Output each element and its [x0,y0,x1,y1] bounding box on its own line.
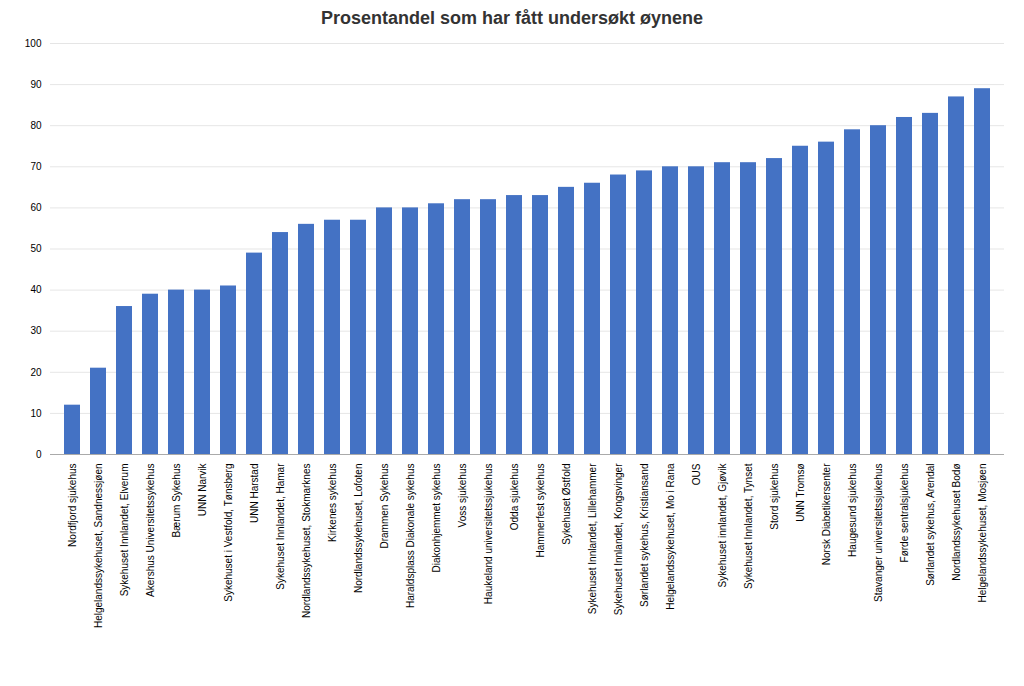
svg-text:Helgelandssykehuset, Mosjøen: Helgelandssykehuset, Mosjøen [977,464,988,603]
svg-text:Sørlandet sykehus, Arendal: Sørlandet sykehus, Arendal [925,464,936,586]
svg-text:Akershus Universitetssykehus: Akershus Universitetssykehus [145,464,156,597]
svg-text:Hammerfest sykehus: Hammerfest sykehus [535,464,546,558]
svg-text:Drammen Sykehus: Drammen Sykehus [379,464,390,549]
svg-text:Kirkenes sykehus: Kirkenes sykehus [327,464,338,542]
svg-text:Nordfjord sjukehus: Nordfjord sjukehus [67,464,78,547]
svg-text:Sykehuset Innlandet, Hamar: Sykehuset Innlandet, Hamar [275,463,286,590]
svg-text:Helgelandssykehuset, Sandnessj: Helgelandssykehuset, Sandnessjøen [93,464,104,629]
svg-text:Haugesund sjukehus: Haugesund sjukehus [847,464,858,557]
svg-text:Norsk Diabetikersenter: Norsk Diabetikersenter [821,463,832,565]
html-text:Prosentandel som har fått unde: Prosentandel som har fått undersøkt øyne… [321,8,703,28]
svg-text:Sykehuset Innlandet, Lillehamm: Sykehuset Innlandet, Lillehammer [587,463,598,614]
svg-text:Sykehuset Innlandet, Elverum: Sykehuset Innlandet, Elverum [119,464,130,597]
svg-text:Sørlandet sykehus, Kristiansan: Sørlandet sykehus, Kristiansand [639,464,650,607]
svg-text:Odda sjukehus: Odda sjukehus [509,464,520,531]
svg-text:OUS: OUS [691,463,702,485]
svg-text:Nordlandssykehuset Bodø: Nordlandssykehuset Bodø [951,464,962,581]
svg-text:UNN Narvik: UNN Narvik [197,463,208,517]
svg-text:Sykehuset Innlandet, Kongsving: Sykehuset Innlandet, Kongsvinger [613,463,624,615]
svg-text:Haukeland universitetssjukehus: Haukeland universitetssjukehus [483,464,494,605]
svg-text:90: 90 [30,79,42,90]
svg-text:Sykehuset innlandet, Gjøvik: Sykehuset innlandet, Gjøvik [717,463,728,588]
svg-text:50: 50 [30,243,42,254]
svg-text:10: 10 [30,408,42,419]
svg-text:Haraldsplass Diakonale sykehus: Haraldsplass Diakonale sykehus [405,464,416,609]
svg-text:Voss sjukehus: Voss sjukehus [457,464,468,528]
svg-text:Diakonhjemmet sykehus: Diakonhjemmet sykehus [431,464,442,573]
svg-text:40: 40 [30,284,42,295]
svg-text:0: 0 [36,449,42,460]
svg-text:Stord sjukehus: Stord sjukehus [769,464,780,530]
svg-text:80: 80 [30,120,42,131]
svg-text:70: 70 [30,161,42,172]
svg-text:Nordlandssykehuset, Lofoten: Nordlandssykehuset, Lofoten [353,464,364,594]
svg-text:UNN Harstad: UNN Harstad [249,464,260,523]
svg-text:Stavanger universitetssjukehus: Stavanger universitetssjukehus [873,464,884,602]
svg-text:UNN Tromsø: UNN Tromsø [795,464,806,522]
svg-text:100: 100 [25,38,42,49]
svg-text:Sykehuset Innlandet, Tynset: Sykehuset Innlandet, Tynset [743,463,754,589]
svg-text:Helgelandssykehuset, Mo i Rana: Helgelandssykehuset, Mo i Rana [665,463,676,610]
svg-text:60: 60 [30,202,42,213]
svg-text:20: 20 [30,367,42,378]
svg-text:Bærum Sykehus: Bærum Sykehus [171,464,182,538]
svg-text:Sykehuset Østfold: Sykehuset Østfold [561,464,572,545]
svg-text:Sykehuset i Vestfold, Tønsberg: Sykehuset i Vestfold, Tønsberg [223,464,234,602]
svg-text:30: 30 [30,325,42,336]
svg-text:Nordlandssykehuset, Stokmarkne: Nordlandssykehuset, Stokmarknes [301,464,312,619]
svg-text:Førde sentralsjukehus: Førde sentralsjukehus [899,464,910,563]
